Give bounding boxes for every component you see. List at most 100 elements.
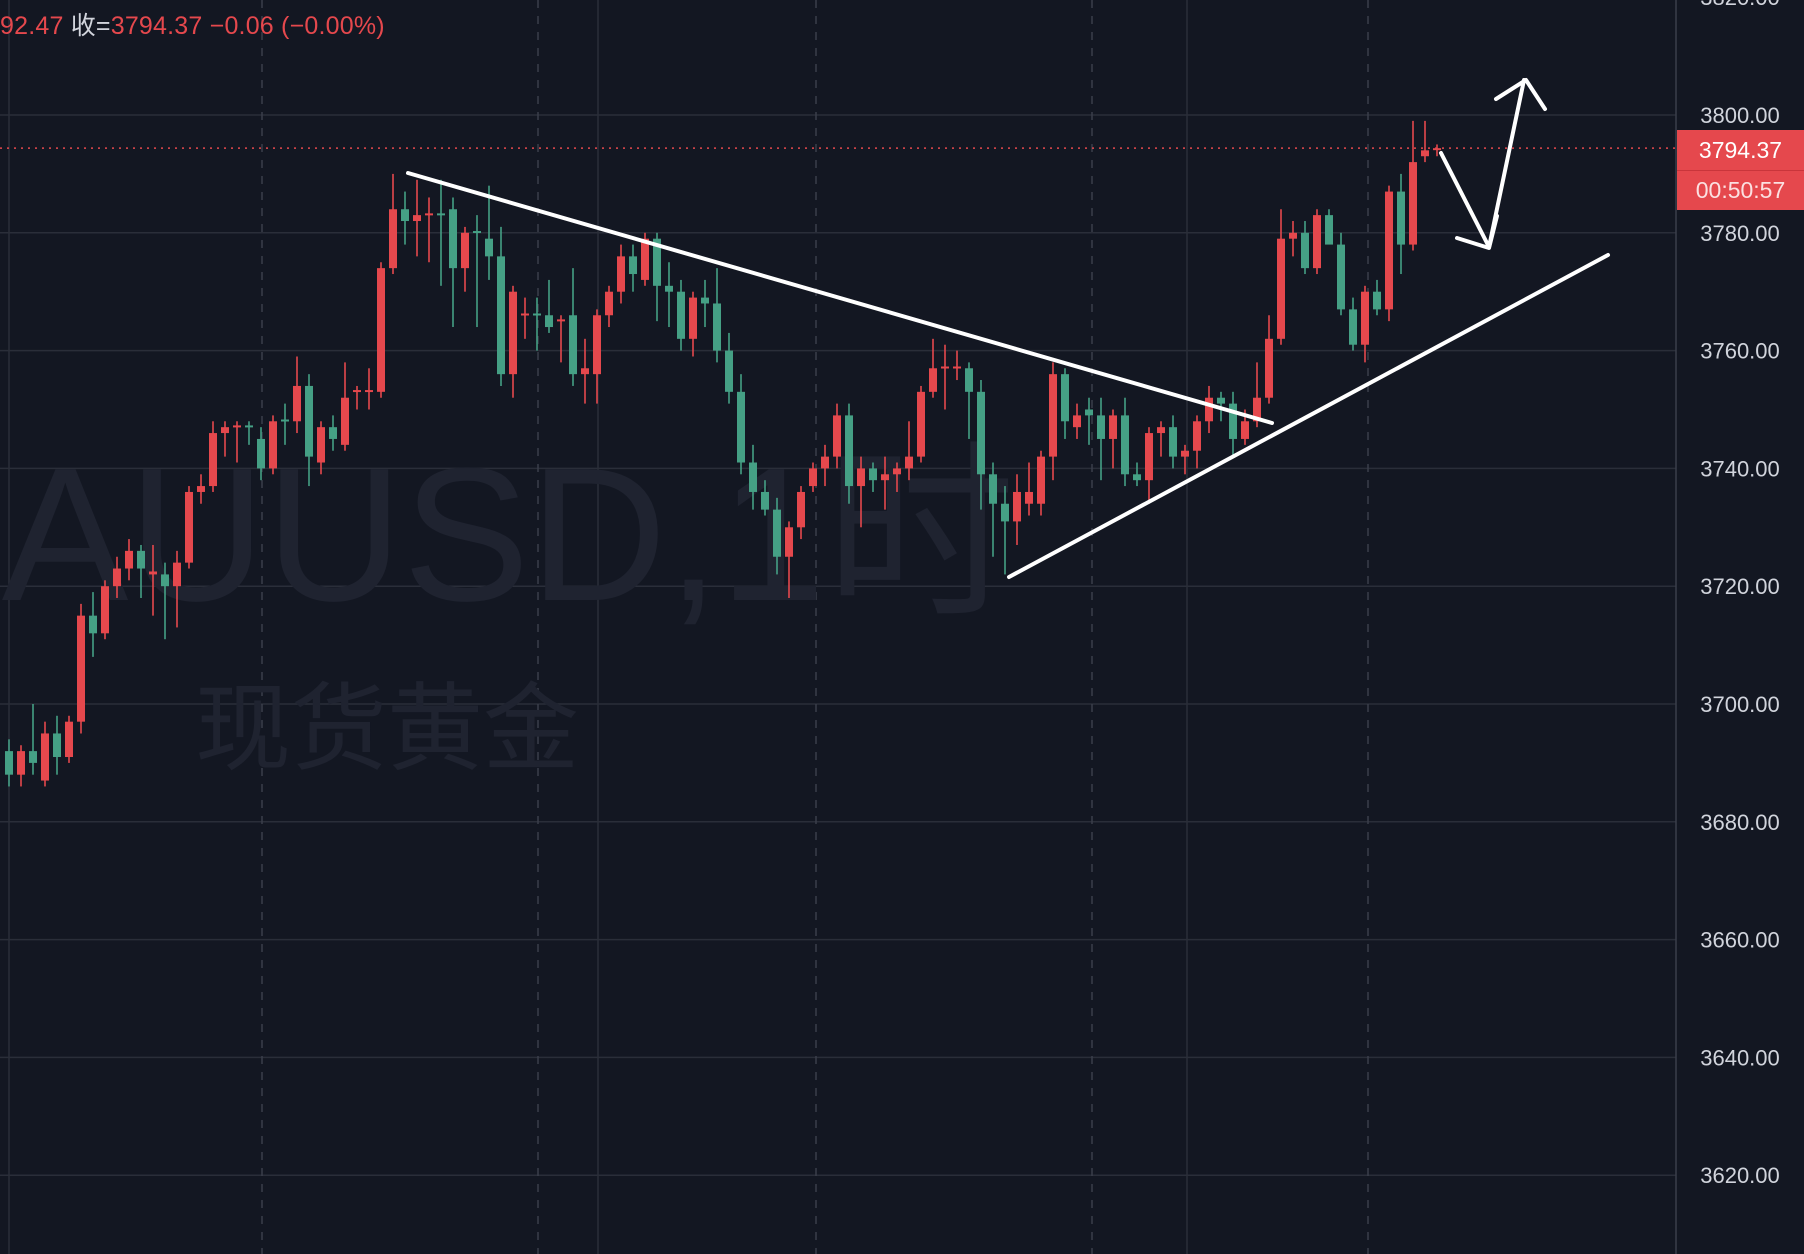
candle-body xyxy=(149,571,157,575)
candle-body xyxy=(89,615,97,634)
candle-body xyxy=(209,433,217,487)
candle xyxy=(1169,415,1177,469)
candle-body xyxy=(65,721,73,758)
candle-body xyxy=(1325,215,1333,245)
y-tick-label: 3660.00 xyxy=(1700,928,1780,953)
candle xyxy=(677,279,685,351)
candle xyxy=(497,226,505,386)
candle xyxy=(689,291,697,357)
candle-body xyxy=(281,419,289,422)
candle xyxy=(1361,285,1369,363)
candle xyxy=(1097,397,1105,481)
candle xyxy=(377,262,385,398)
candle xyxy=(449,197,457,328)
candle xyxy=(845,403,853,504)
grid xyxy=(0,0,1676,1254)
candle xyxy=(521,297,529,339)
candle xyxy=(125,539,133,581)
candle xyxy=(365,368,373,410)
candle xyxy=(1109,409,1117,469)
candle xyxy=(1181,444,1189,475)
candle-body xyxy=(929,368,937,392)
candle xyxy=(221,421,229,457)
candle-body xyxy=(1433,148,1441,151)
candle xyxy=(965,362,973,439)
candle xyxy=(917,385,925,463)
candle-body xyxy=(29,751,37,763)
candle-body xyxy=(1133,474,1141,481)
candle xyxy=(1385,185,1393,322)
candle xyxy=(1205,385,1213,434)
candle-body xyxy=(713,303,721,351)
candle xyxy=(401,191,409,245)
candle-body xyxy=(809,468,817,487)
candle xyxy=(89,592,97,657)
candle-body xyxy=(1037,456,1045,504)
candle-body xyxy=(245,425,253,428)
candle-body xyxy=(701,297,709,304)
candle-body xyxy=(41,733,49,781)
descending-trendline[interactable] xyxy=(406,171,1274,425)
candle-body xyxy=(761,491,769,510)
candle xyxy=(953,350,961,381)
candle xyxy=(353,385,361,410)
candle-body xyxy=(1193,421,1201,451)
drawings[interactable] xyxy=(406,78,1610,579)
candle xyxy=(1145,427,1153,504)
candle xyxy=(17,745,25,787)
ascending-trendline[interactable] xyxy=(1007,253,1610,579)
y-tick-label: 3680.00 xyxy=(1700,810,1780,835)
candle-body xyxy=(233,425,241,428)
candle xyxy=(629,244,637,292)
candle xyxy=(1409,120,1417,251)
candle xyxy=(257,427,265,481)
candle xyxy=(653,232,661,322)
candle xyxy=(761,480,769,516)
candle-body xyxy=(881,474,889,481)
candle-body xyxy=(437,213,445,216)
y-tick-label: 3800.00 xyxy=(1700,103,1780,128)
candle-body xyxy=(641,238,649,280)
candle xyxy=(1025,462,1033,516)
last-price-value: 3794.37 xyxy=(1677,130,1804,171)
candle-body xyxy=(1181,450,1189,457)
candle-body xyxy=(1289,232,1297,239)
candle xyxy=(1253,362,1261,428)
candle xyxy=(977,380,985,510)
candle-body xyxy=(905,456,913,469)
candle-body xyxy=(869,468,877,481)
candle-body xyxy=(689,297,697,339)
candle-body xyxy=(449,209,457,269)
candle xyxy=(329,415,337,451)
candle xyxy=(1277,209,1285,345)
candle-body xyxy=(1217,397,1225,404)
candle-body xyxy=(1241,421,1249,439)
candle-body xyxy=(269,421,277,469)
candle-body xyxy=(749,462,757,492)
candle xyxy=(101,580,109,640)
candle xyxy=(425,197,433,263)
candle xyxy=(1073,403,1081,439)
candle xyxy=(989,462,997,557)
candle xyxy=(1001,486,1009,575)
candle-body xyxy=(1265,338,1273,398)
candle-body xyxy=(1205,397,1213,422)
candle xyxy=(485,185,493,280)
candle xyxy=(1289,221,1297,257)
candle-body xyxy=(1253,397,1261,422)
candle xyxy=(245,421,253,445)
candle-body xyxy=(53,733,61,758)
candle xyxy=(737,374,745,475)
candle xyxy=(905,421,913,481)
candle xyxy=(857,456,865,528)
candle-body xyxy=(1061,374,1069,422)
candle xyxy=(557,315,565,363)
candle xyxy=(209,421,217,492)
candle-body xyxy=(677,291,685,339)
candle-body xyxy=(17,751,25,775)
candle-body xyxy=(137,550,145,569)
candle-body xyxy=(509,291,517,375)
candle-body xyxy=(845,415,853,487)
